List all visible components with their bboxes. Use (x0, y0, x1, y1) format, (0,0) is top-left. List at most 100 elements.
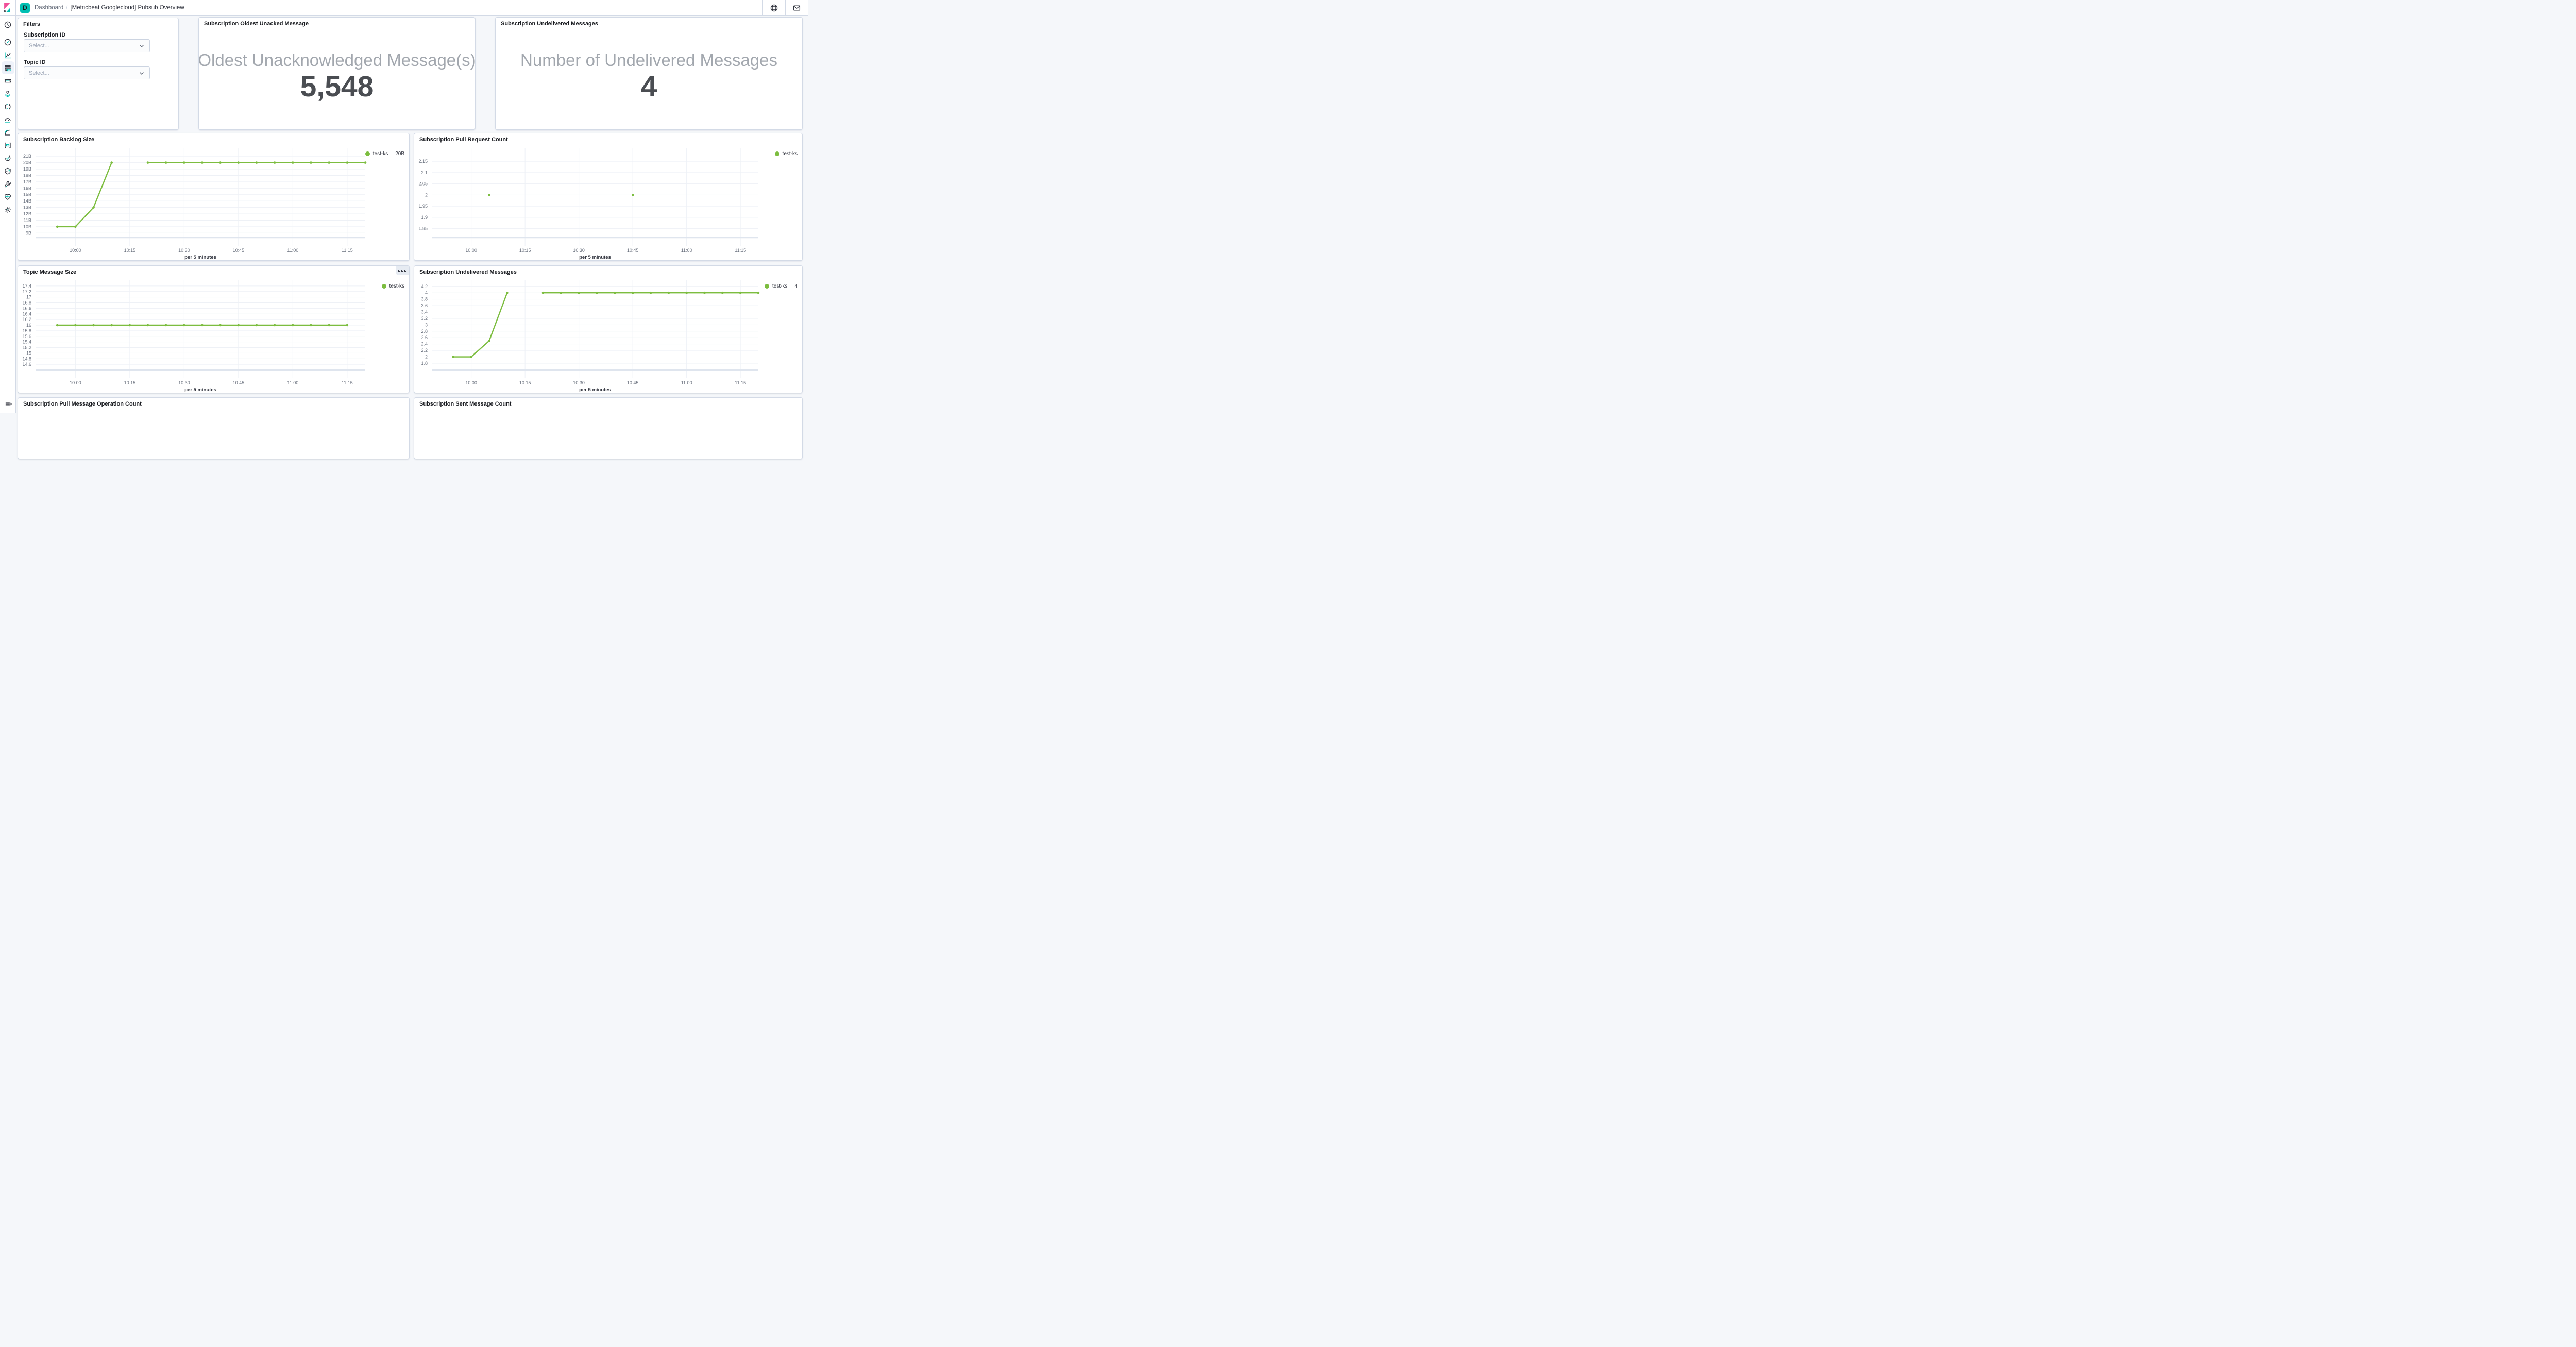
x-axis-label: per 5 minutes (579, 387, 611, 393)
x-tick-label: 10:45 (627, 380, 639, 385)
x-tick-label: 11:00 (287, 248, 298, 253)
data-point (56, 324, 59, 327)
metric-label: Oldest Unacknowledged Message(s) (198, 50, 476, 70)
newsfeed-button[interactable] (786, 0, 808, 15)
x-tick-label: 10:45 (627, 248, 639, 253)
x-tick-label: 10:00 (465, 380, 477, 385)
sidebar-item-dashboard[interactable] (1, 61, 14, 74)
data-point (292, 324, 294, 327)
sidebar-item-recently-viewed[interactable] (2, 18, 14, 31)
chart-legend: test-ks 20B (365, 151, 404, 157)
legend-series-dot (381, 284, 386, 289)
data-point (56, 225, 59, 228)
boxes-horizontal-icon (404, 270, 406, 272)
y-tick-label: 17B (23, 179, 31, 184)
visualize-chart-icon (5, 52, 11, 58)
data-point (255, 324, 258, 327)
chart-canvas: 10:00 10:15 10:30 10:45 11:00 11:1521B20B19B1… (23, 148, 367, 260)
metric-body: Oldest Unacknowledged Message(s) 5,548 (198, 30, 476, 124)
breadcrumb-dashboard-link[interactable]: Dashboard (35, 5, 64, 11)
apm-icon (5, 142, 11, 148)
y-tick-label: 4.2 (421, 284, 428, 289)
help-icon (770, 4, 778, 11)
data-point (255, 161, 258, 164)
legend-series-name[interactable]: test-ks (782, 151, 798, 157)
data-point (273, 324, 276, 327)
sidebar-item-discover[interactable] (2, 36, 14, 48)
breadcrumb: Dashboard / [Metricbeat Googlecloud] Pub… (35, 5, 184, 11)
panel-options-button[interactable] (396, 266, 409, 275)
legend-series-name[interactable]: test-ks (372, 151, 388, 157)
x-tick-label: 10:15 (124, 248, 136, 253)
data-point (721, 291, 724, 294)
y-tick-label: 9B (26, 230, 31, 235)
legend-series-name[interactable]: test-ks (389, 283, 404, 289)
topic-id-placeholder: Select... (29, 70, 49, 76)
y-tick-label: 12B (23, 211, 31, 216)
chevron-down-icon (140, 72, 144, 75)
y-tick-label: 2.8 (421, 329, 428, 334)
app-sidebar (0, 16, 16, 413)
y-tick-label: 3.6 (421, 303, 428, 308)
chart-plot-area[interactable]: 10:00 10:15 10:30 10:45 11:00 11:15 4.2 4 3.8 3.6… (414, 266, 802, 393)
chart-plot-area[interactable]: 10:00 10:15 10:30 10:45 11:00 11:15 17.4 17.2 17… (18, 266, 409, 393)
collapse-menu-button[interactable] (2, 398, 14, 410)
x-tick-label: 10:30 (573, 248, 585, 253)
sidebar-item-canvas[interactable] (2, 74, 14, 87)
y-tick-label: 21B (23, 154, 31, 159)
topbar-actions (762, 0, 808, 15)
x-tick-label: 10:00 (465, 248, 477, 253)
subscription-id-select[interactable]: Select... (24, 39, 150, 52)
sidebar-item-logs[interactable] (2, 126, 14, 139)
y-tick-label: 3.4 (421, 310, 428, 315)
legend-series-name[interactable]: test-ks (772, 283, 788, 289)
data-point (183, 161, 185, 164)
data-point (237, 324, 240, 327)
sidebar-item-siem[interactable] (2, 164, 14, 177)
sidebar-item-apm[interactable] (2, 139, 14, 151)
machine-learning-icon (5, 104, 11, 109)
subscription-id-placeholder: Select... (29, 42, 49, 49)
y-tick-label: 1.85 (418, 226, 428, 231)
data-point (685, 291, 688, 294)
sidebar-item-uptime[interactable] (2, 151, 14, 164)
data-point (488, 194, 490, 196)
management-gear-icon (5, 206, 11, 213)
space-avatar[interactable]: D (20, 3, 30, 13)
sidebar-item-dev-tools[interactable] (2, 177, 14, 190)
data-point (219, 161, 222, 164)
panel-title: Subscription Backlog Size (23, 137, 95, 143)
topic-id-select[interactable]: Select... (24, 66, 150, 79)
panel-title: Subscription Pull Request Count (419, 137, 508, 143)
y-tick-label: 16.8 (22, 300, 31, 306)
data-point (560, 291, 563, 294)
x-tick-label: 10:15 (519, 380, 531, 385)
x-tick-label: 11:00 (681, 248, 692, 253)
data-point (110, 161, 113, 164)
data-point (146, 324, 149, 327)
y-tick-label: 3.2 (421, 316, 428, 321)
sidebar-item-maps[interactable] (2, 87, 14, 100)
kibana-logo[interactable] (0, 0, 16, 15)
kibana-logo-icon (4, 3, 10, 12)
help-button[interactable] (763, 0, 785, 15)
topic-id-label: Topic ID (24, 59, 46, 65)
legend-series-dot (774, 151, 779, 156)
y-tick-label: 16B (23, 186, 31, 191)
y-tick-label: 1.9 (421, 215, 428, 220)
x-tick-label: 10:30 (178, 380, 190, 385)
sidebar-item-management[interactable] (2, 203, 14, 216)
data-point (452, 356, 455, 358)
sidebar-item-machine-learning[interactable] (2, 100, 14, 113)
sidebar-item-visualize[interactable] (2, 48, 14, 61)
chart-plot-area[interactable]: 10:00 10:15 10:30 10:45 11:00 11:15 21B 20B 19B 1… (18, 133, 409, 260)
sidebar-item-stack-monitoring[interactable] (2, 190, 14, 203)
data-point (310, 161, 312, 164)
siem-shield-icon (5, 167, 11, 174)
y-tick-label: 1.8 (421, 361, 428, 366)
panel-title: Filters (23, 21, 41, 27)
sidebar-item-metrics[interactable] (2, 113, 14, 126)
chart-plot-area[interactable]: 10:00 10:15 10:30 10:45 11:00 11:15 2.15 2.1 2.0… (414, 133, 802, 260)
subscription-id-label: Subscription ID (24, 32, 66, 38)
data-point (667, 291, 670, 294)
